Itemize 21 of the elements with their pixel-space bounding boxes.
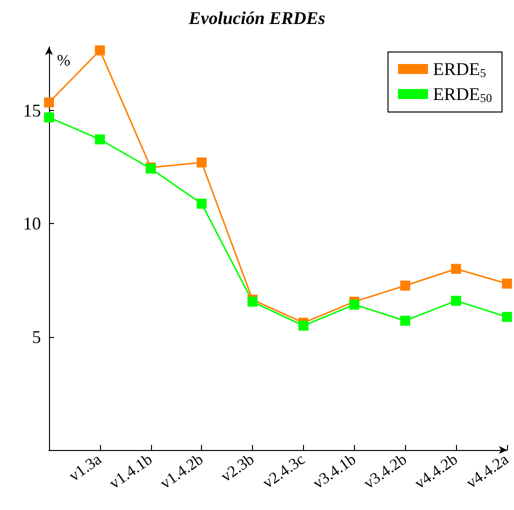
point	[196, 157, 207, 168]
y-axis-title: %	[57, 52, 70, 70]
point	[94, 45, 105, 56]
point	[502, 278, 512, 289]
y-tick-label: 10	[23, 214, 41, 234]
point	[44, 112, 54, 122]
point	[196, 198, 207, 209]
point	[451, 296, 462, 306]
point	[400, 280, 410, 291]
point	[400, 316, 410, 326]
point	[502, 312, 512, 322]
point	[94, 134, 105, 144]
x-tick-label: v1.3a	[66, 451, 105, 486]
y-tick-label: 5	[32, 326, 41, 347]
point	[298, 320, 308, 331]
point	[451, 264, 462, 274]
point	[349, 300, 360, 310]
x-tick-label: v2.3b	[218, 451, 258, 486]
y-tick-label: 15	[23, 100, 41, 120]
point	[44, 97, 54, 108]
chart-title: Evolución ERDEs	[188, 8, 326, 28]
